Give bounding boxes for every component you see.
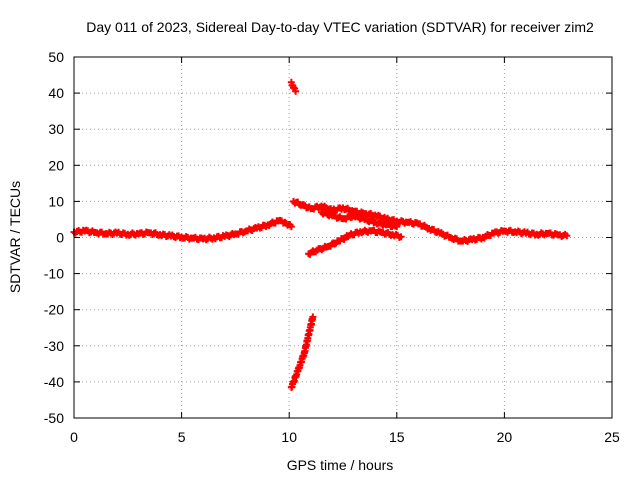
y-tick-label: -40 [44,374,64,390]
y-tick-label: 40 [48,85,64,101]
chart-title: Day 011 of 2023, Sidereal Day-to-day VTE… [86,19,594,35]
y-axis-label: SDTVAR / TECUs [7,181,23,293]
axes: 0 5 10 15 20 25 -50 -40 -30 -20 -10 0 10 20 30 40 50 [44,49,620,445]
y-tick-label: 10 [48,193,64,209]
y-tick-label: -50 [44,410,64,426]
y-tick-label: 20 [48,157,64,173]
data-points [70,78,571,391]
data-point [397,233,405,241]
data-point [563,232,571,240]
x-tick-label: 20 [497,429,513,445]
y-tick-label: -30 [44,338,64,354]
x-tick-label: 15 [389,429,405,445]
data-point [287,223,295,231]
x-tick-label: 0 [70,429,78,445]
x-axis-label: GPS time / hours [287,457,394,473]
data-point [393,223,401,231]
y-tick-label: 30 [48,121,64,137]
x-tick-label: 5 [178,429,186,445]
y-tick-label: -10 [44,266,64,282]
x-tick-label: 25 [604,429,620,445]
y-tick-label: -20 [44,302,64,318]
x-tick-label: 10 [281,429,297,445]
y-tick-label: 0 [56,230,64,246]
grid-lines [74,57,612,418]
data-point [292,87,300,95]
y-tick-label: 50 [48,49,64,65]
data-point [309,313,317,321]
